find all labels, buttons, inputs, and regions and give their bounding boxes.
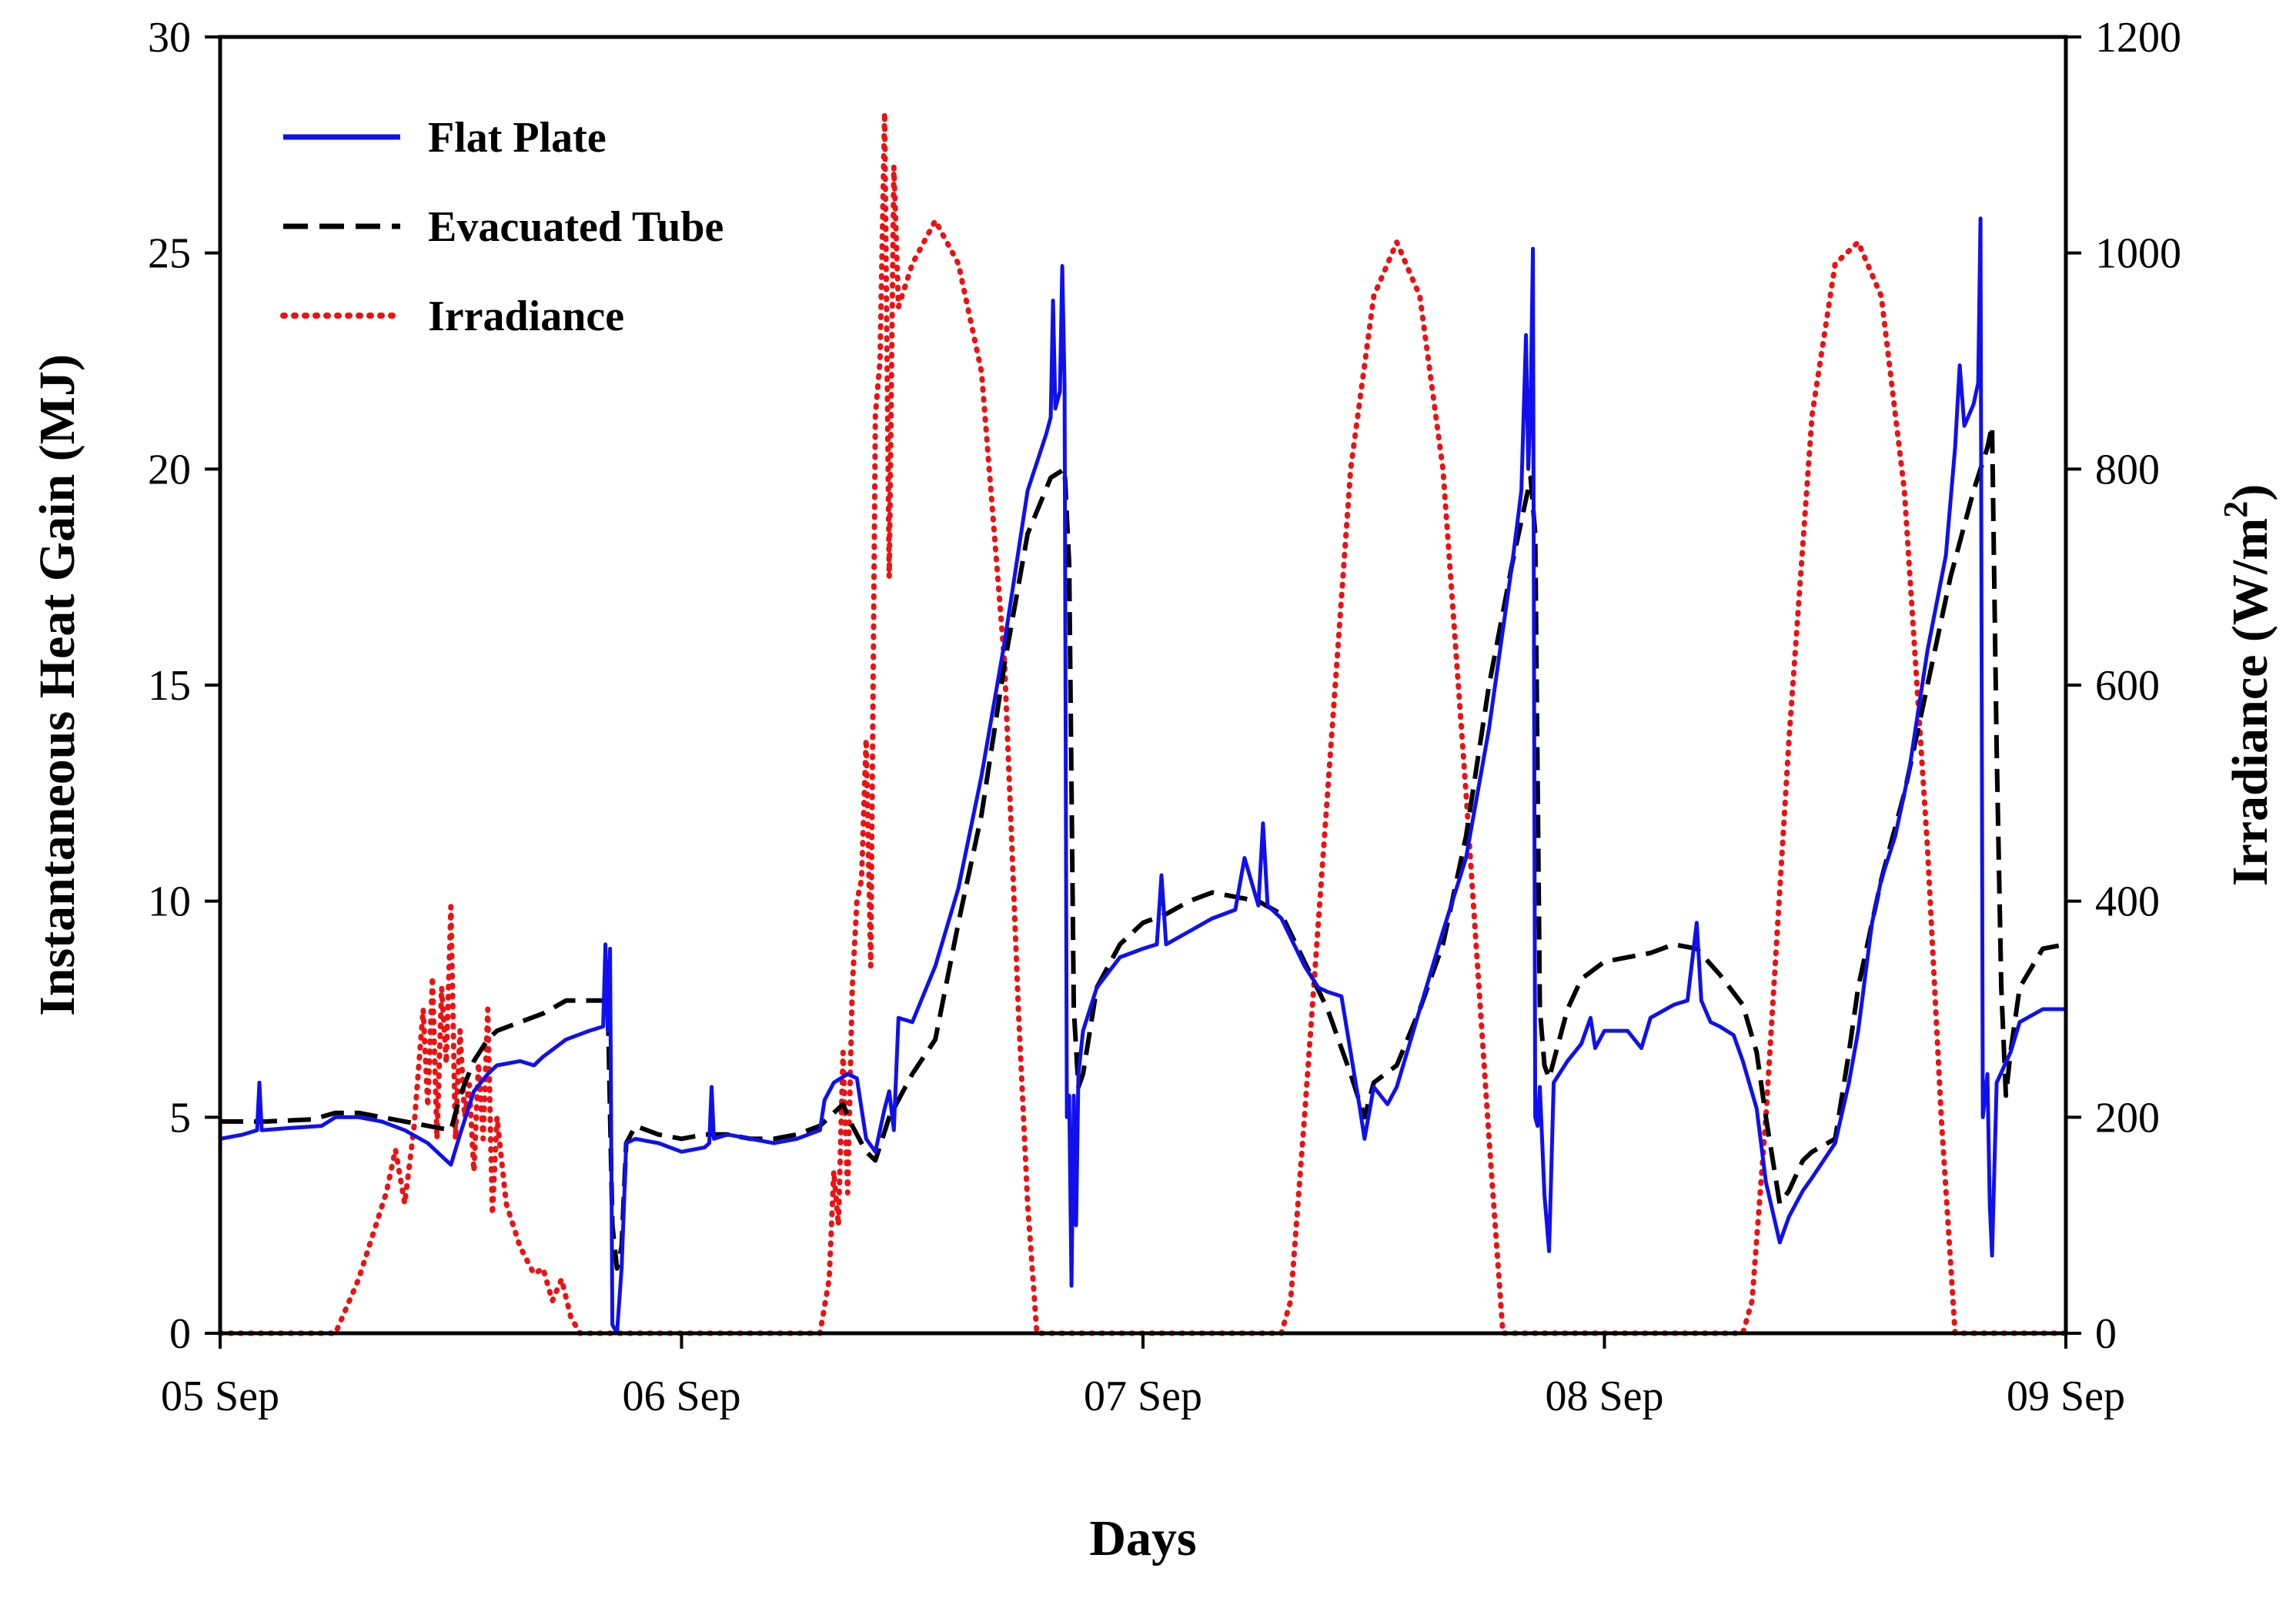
- legend: Flat Plate Evacuated Tube Irradiance: [280, 114, 724, 340]
- ticks-layer: 05 Sep 06 Sep 07 Sep 08 Sep 09 Sep 0 5 10 15 20 25…: [148, 14, 2181, 1420]
- y-right-tick-label: 1200: [2095, 14, 2181, 62]
- y-left-tick-label: 20: [148, 446, 191, 493]
- y-left-tick-label: 15: [148, 662, 191, 710]
- legend-label-irradiance: Irradiance: [428, 293, 624, 340]
- y-right-tick-label: 400: [2095, 878, 2160, 926]
- x-tick-label: 07 Sep: [1084, 1373, 1202, 1420]
- y-right-tick-label: 600: [2095, 662, 2160, 710]
- y-left-tick-label: 10: [148, 878, 191, 926]
- y-right-axis-title-end: ): [2222, 484, 2278, 501]
- y-right-tick-label: 1000: [2095, 230, 2181, 278]
- y-right-axis-title-main: Irradiance (W/m: [2222, 518, 2278, 886]
- y-left-tick-label: 25: [148, 230, 191, 278]
- y-left-tick-label: 5: [169, 1094, 191, 1142]
- legend-label-flat-plate: Flat Plate: [428, 114, 607, 162]
- series-line-irradiance: [217, 109, 2069, 1336]
- y-right-tick-label: 800: [2095, 446, 2160, 493]
- y-right-axis-title: Irradiance (W/m2): [2217, 484, 2278, 886]
- x-tick-label: 06 Sep: [623, 1373, 741, 1420]
- y-right-tick-label: 200: [2095, 1094, 2160, 1142]
- x-tick-label: 09 Sep: [2007, 1373, 2125, 1420]
- y-right-tick-label: 0: [2095, 1310, 2117, 1358]
- series-layer: [217, 109, 2069, 1336]
- series-line-flat-plate: [219, 216, 2066, 1336]
- y-left-tick-label: 30: [148, 14, 191, 62]
- x-tick-label: 05 Sep: [161, 1373, 279, 1420]
- y-right-axis-title-sup: 2: [2217, 501, 2254, 518]
- x-axis-title: Days: [1089, 1510, 1196, 1567]
- y-left-tick-label: 0: [169, 1310, 191, 1358]
- legend-label-evacuated-tube: Evacuated Tube: [428, 203, 724, 251]
- x-tick-label: 08 Sep: [1546, 1373, 1664, 1420]
- y-left-axis-title: Instantaneous Heat Gain (MJ): [29, 354, 85, 1016]
- series-line-evacuated-tube: [220, 423, 2067, 1271]
